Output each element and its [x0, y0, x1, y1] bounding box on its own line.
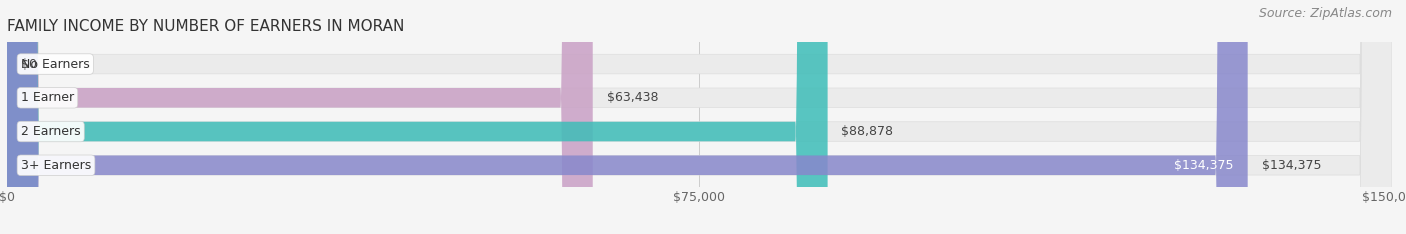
Text: $0: $0 [21, 58, 37, 70]
Text: 2 Earners: 2 Earners [21, 125, 80, 138]
Text: $63,438: $63,438 [606, 91, 658, 104]
FancyBboxPatch shape [7, 0, 828, 234]
FancyBboxPatch shape [7, 0, 593, 234]
FancyBboxPatch shape [7, 0, 1392, 234]
Text: 1 Earner: 1 Earner [21, 91, 75, 104]
Text: FAMILY INCOME BY NUMBER OF EARNERS IN MORAN: FAMILY INCOME BY NUMBER OF EARNERS IN MO… [7, 19, 405, 34]
FancyBboxPatch shape [7, 0, 1247, 234]
FancyBboxPatch shape [7, 0, 1392, 234]
Text: 3+ Earners: 3+ Earners [21, 159, 91, 172]
Text: $134,375: $134,375 [1261, 159, 1322, 172]
Text: Source: ZipAtlas.com: Source: ZipAtlas.com [1258, 7, 1392, 20]
FancyBboxPatch shape [7, 0, 1392, 234]
Text: $134,375: $134,375 [1174, 159, 1234, 172]
Text: $88,878: $88,878 [841, 125, 893, 138]
Text: No Earners: No Earners [21, 58, 90, 70]
FancyBboxPatch shape [7, 0, 1392, 234]
